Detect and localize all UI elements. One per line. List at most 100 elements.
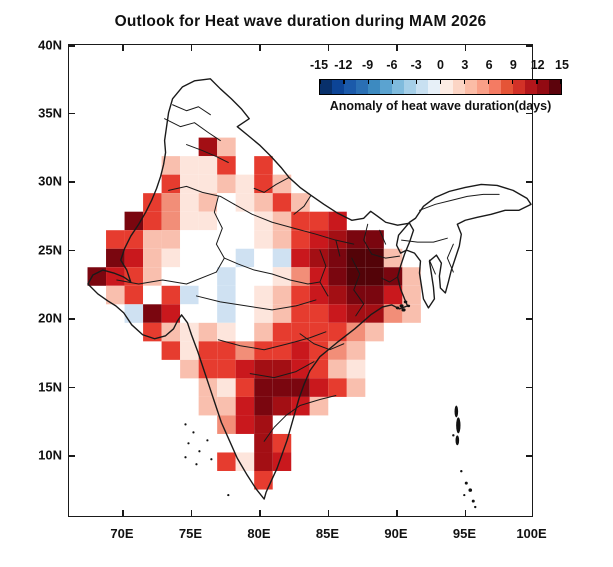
heatmap-cell bbox=[254, 452, 273, 471]
colorbar-tick-label: -15 bbox=[309, 58, 329, 72]
heatmap-cell bbox=[383, 285, 403, 305]
heatmap-cell bbox=[272, 248, 292, 268]
heatmap-cell bbox=[161, 341, 181, 360]
andaman-island bbox=[455, 435, 460, 446]
heatmap-cell bbox=[198, 248, 218, 268]
heatmap-cell bbox=[161, 267, 181, 286]
sundarbans-delta-speck bbox=[406, 304, 411, 308]
heatmap-cell bbox=[161, 248, 181, 268]
heatmap-cell bbox=[309, 378, 329, 397]
x-axis-tick-label: 70E bbox=[110, 526, 134, 541]
colorbar-segment bbox=[440, 80, 453, 94]
sundarbans-delta-speck bbox=[401, 308, 406, 312]
heatmap-cell bbox=[309, 304, 329, 323]
heatmap-cell bbox=[254, 248, 273, 268]
colorbar-tick-label: -6 bbox=[386, 58, 398, 72]
nicobar-island-dot bbox=[471, 499, 475, 503]
heatmap-cell bbox=[235, 341, 255, 360]
heatmap-cell bbox=[143, 304, 162, 323]
heatmap-cell bbox=[254, 267, 273, 286]
heatmap-cell bbox=[217, 156, 236, 175]
heatmap-cell bbox=[254, 230, 273, 249]
y-axis-tick bbox=[526, 181, 532, 183]
colorbar-segment bbox=[404, 80, 417, 94]
heatmap-cell bbox=[254, 211, 273, 231]
state-boundary-line bbox=[249, 361, 315, 379]
colorbar-segment bbox=[356, 80, 369, 94]
heatmap-cell bbox=[217, 322, 236, 342]
heatmap-cell bbox=[106, 285, 125, 305]
x-axis-tick-label: 100E bbox=[516, 526, 547, 541]
x-axis-tick bbox=[190, 45, 193, 51]
heatmap-cell bbox=[217, 285, 236, 305]
heatmap-cell bbox=[198, 396, 218, 416]
colorbar-tick bbox=[536, 80, 538, 84]
heatmap-cell bbox=[235, 211, 255, 231]
lakshadweep-island-dot bbox=[187, 442, 190, 445]
heatmap-cell bbox=[217, 304, 236, 323]
heatmap-cell bbox=[87, 267, 107, 286]
heatmap-cell bbox=[198, 304, 218, 323]
heatmap-cell bbox=[328, 285, 347, 305]
x-axis-tick bbox=[122, 510, 124, 516]
heatmap-cell bbox=[217, 396, 236, 416]
colorbar-segment bbox=[344, 80, 357, 94]
y-axis-tick bbox=[526, 45, 532, 47]
heatmap-cell bbox=[217, 137, 236, 157]
heatmap-cell bbox=[161, 211, 181, 231]
heatmap-cell bbox=[143, 211, 162, 231]
heatmap-cell bbox=[217, 452, 236, 471]
heatmap-cell bbox=[291, 267, 310, 286]
heatmap-cell bbox=[291, 230, 310, 249]
heatmap-cell bbox=[254, 174, 273, 194]
state-boundary-line bbox=[263, 404, 301, 442]
heatmap-cell bbox=[235, 248, 255, 268]
y-axis-tick-label: 30N bbox=[38, 173, 62, 189]
heatmap-cell bbox=[198, 156, 218, 175]
heatmap-cell bbox=[217, 267, 236, 286]
state-boundary-line bbox=[363, 223, 373, 255]
heatmap-cell bbox=[180, 211, 199, 231]
colorbar-segment bbox=[416, 80, 429, 94]
x-axis-tick bbox=[327, 45, 330, 51]
heatmap-cell bbox=[254, 285, 273, 305]
x-axis-tick bbox=[259, 45, 261, 51]
y-axis-tick bbox=[526, 318, 532, 320]
colorbar-segment bbox=[320, 80, 333, 94]
heatmap-cell bbox=[291, 285, 310, 305]
heatmap-cell bbox=[309, 322, 329, 342]
heatmap-cell bbox=[143, 193, 162, 212]
heatmap-cell bbox=[161, 174, 181, 194]
colorbar-tick bbox=[512, 80, 514, 84]
heatmap-grid bbox=[87, 137, 421, 490]
lakshadweep-island-dot bbox=[192, 431, 195, 434]
heatmap-cell bbox=[143, 230, 162, 249]
heatmap-cell bbox=[235, 267, 255, 286]
heatmap-cell bbox=[365, 248, 384, 268]
state-boundary-line bbox=[428, 259, 436, 275]
heatmap-cell bbox=[124, 248, 144, 268]
heatmap-cell bbox=[365, 322, 384, 342]
andaman-island bbox=[454, 405, 459, 418]
heatmap-cell bbox=[272, 193, 292, 212]
heatmap-cell bbox=[346, 322, 366, 342]
x-axis-tick bbox=[464, 45, 467, 51]
heatmap-cell bbox=[254, 341, 273, 360]
y-axis-tick-label: 20N bbox=[38, 310, 62, 326]
lakshadweep-island-dot bbox=[184, 423, 187, 426]
heatmap-cell bbox=[254, 378, 273, 397]
state-boundary-line bbox=[253, 176, 290, 193]
heatmap-cell bbox=[309, 341, 329, 360]
colorbar-segment bbox=[476, 80, 489, 94]
heatmap-cell bbox=[198, 285, 218, 305]
heatmap-cell bbox=[198, 359, 218, 379]
heatmap-cell bbox=[309, 230, 329, 249]
y-axis-tick bbox=[69, 181, 75, 183]
state-boundary-line bbox=[418, 193, 500, 211]
map-boundaries bbox=[87, 78, 532, 500]
lakshadweep-island-dot bbox=[184, 456, 187, 459]
figure-title: Outlook for Heat wave duration during MA… bbox=[114, 13, 487, 30]
heatmap-cell bbox=[346, 378, 366, 397]
state-boundary-line bbox=[381, 276, 399, 283]
heatmap-cell bbox=[272, 267, 292, 286]
